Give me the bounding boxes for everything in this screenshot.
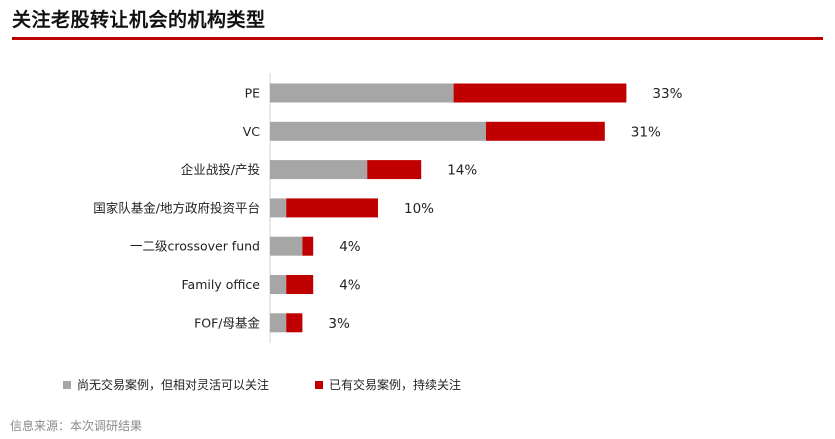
category-label: VC (243, 124, 261, 139)
bar-segment-has-deal (286, 198, 378, 218)
legend-item-has-deal: 已有交易案例，持续关注 (315, 376, 461, 393)
legend-swatch-red (315, 380, 324, 389)
title-rule (12, 37, 823, 40)
legend-item-no-deal: 尚无交易案例，但相对灵活可以关注 (63, 376, 269, 393)
category-label: 一二级crossover fund (130, 239, 260, 254)
bar-segment-no-deal (270, 198, 287, 218)
category-label: FOF/母基金 (194, 315, 260, 330)
bar-segment-no-deal (270, 236, 303, 256)
bar-segment-has-deal (367, 160, 422, 180)
total-label: 31% (631, 124, 661, 140)
category-label: 国家队基金/地方政府投资平台 (93, 200, 260, 215)
chart-title: 关注老股转让机会的机构类型 (12, 9, 266, 31)
bar-segment-no-deal (270, 83, 454, 103)
source-note: 信息来源：本次调研结果 (10, 419, 143, 433)
category-label: Family office (182, 277, 261, 292)
bar-segment-has-deal (453, 83, 627, 103)
bar-segment-has-deal (486, 121, 605, 141)
total-label: 33% (652, 86, 682, 102)
legend: 尚无交易案例，但相对灵活可以关注 已有交易案例，持续关注 (63, 376, 461, 393)
total-label: 4% (339, 239, 361, 255)
legend-swatch-gray (63, 380, 71, 389)
bar-segment-no-deal (270, 121, 486, 141)
bar-segment-has-deal (286, 275, 314, 294)
total-label: 10% (404, 201, 434, 217)
bar-segment-no-deal (270, 313, 287, 333)
bar-chart: PE 33% VC 31% 企业战投/产投 14% 国家队基金/地方政府投资平台 10% 一二级… (93, 73, 683, 343)
bar-segment-has-deal (286, 313, 303, 333)
total-label: 3% (328, 316, 350, 332)
total-label: 4% (339, 278, 361, 294)
legend-label-has-deal: 已有交易案例，持续关注 (329, 378, 462, 392)
legend-label-no-deal: 尚无交易案例，但相对灵活可以关注 (77, 378, 270, 392)
category-label: PE (245, 86, 261, 101)
total-label: 14% (447, 163, 477, 179)
category-label: 企业战投/产投 (181, 162, 260, 177)
bar-segment-no-deal (270, 160, 368, 180)
bar-segment-no-deal (270, 275, 287, 294)
bar-segment-has-deal (302, 236, 314, 256)
